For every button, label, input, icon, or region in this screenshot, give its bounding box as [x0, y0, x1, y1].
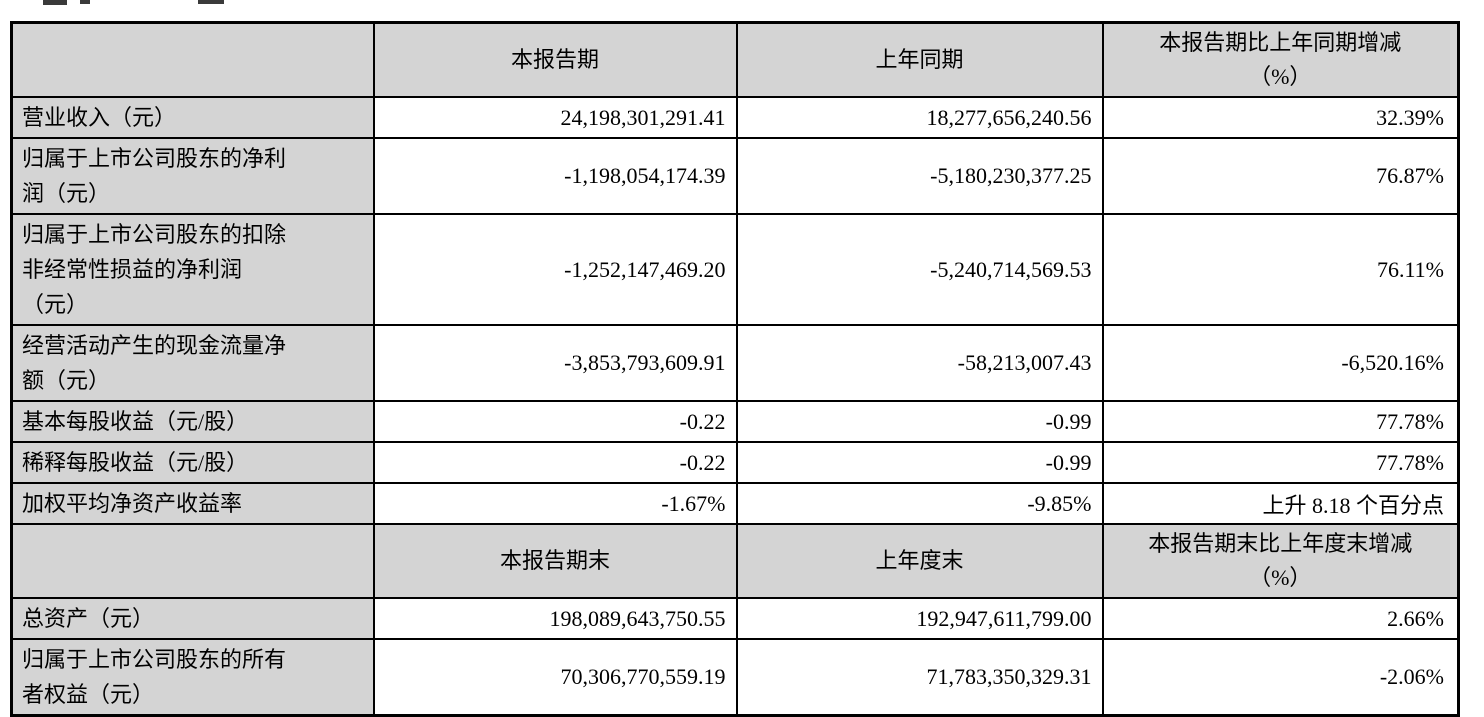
cell-change-value: 76.87%: [1101, 137, 1460, 215]
column-header-prior-year-end: 上年度末: [735, 523, 1104, 599]
table-row: 本报告期 上年同期 本报告期比上年同期增减 （%）: [10, 21, 1460, 98]
cell-change-value: -6,520.16%: [1101, 324, 1460, 402]
table-row: 营业收入（元） 24,198,301,291.41 18,277,656,240…: [10, 96, 1460, 139]
table-row: 归属于上市公司股东的净利 润（元） -1,198,054,174.39 -5,1…: [10, 137, 1460, 215]
row-label-line: 基本每股收益（元/股）: [22, 409, 249, 434]
cell-change-value: 32.39%: [1101, 96, 1460, 139]
column-header-change-line2: （%）: [1249, 565, 1312, 590]
cell-change-value: -2.06%: [1101, 638, 1460, 717]
row-label-line: 营业收入（元）: [22, 105, 177, 130]
column-header-change-line1: 本报告期比上年同期增减: [1159, 30, 1402, 55]
cell-current-value: -0.22: [372, 400, 738, 443]
clipped-text-fragment: [80, 0, 90, 4]
row-label-line: 润（元）: [22, 181, 111, 206]
column-header-prior-period: 上年同期: [735, 21, 1104, 98]
row-label-line: 经营活动产生的现金流量净: [22, 333, 287, 358]
row-label-line: （元）: [22, 292, 89, 317]
row-label-basic-eps: 基本每股收益（元/股）: [10, 400, 375, 443]
row-label-diluted-eps: 稀释每股收益（元/股）: [10, 441, 375, 484]
row-label-shareholders-equity: 归属于上市公司股东的所有 者权益（元）: [10, 638, 375, 717]
corner-header-cell: [10, 523, 375, 599]
cell-prior-value: -0.99: [735, 441, 1104, 484]
row-label-line: 额（元）: [22, 368, 111, 393]
cell-prior-value: -9.85%: [735, 482, 1104, 525]
row-label-weighted-avg-roe: 加权平均净资产收益率: [10, 482, 375, 525]
row-label-total-assets: 总资产（元）: [10, 597, 375, 640]
cell-current-value: -0.22: [372, 441, 738, 484]
row-label-net-profit: 归属于上市公司股东的净利 润（元）: [10, 137, 375, 215]
cell-current-value: -1.67%: [372, 482, 738, 525]
cell-prior-value: -0.99: [735, 400, 1104, 443]
column-header-change-period-end: 本报告期末比上年度末增减 （%）: [1101, 523, 1460, 599]
table-row: 基本每股收益（元/股） -0.22 -0.99 77.78%: [10, 400, 1460, 443]
table-row: 本报告期末 上年度末 本报告期末比上年度末增减 （%）: [10, 523, 1460, 599]
cell-prior-value: 192,947,611,799.00: [735, 597, 1104, 640]
row-label-line: 加权平均净资产收益率: [22, 491, 243, 516]
table-row: 经营活动产生的现金流量净 额（元） -3,853,793,609.91 -58,…: [10, 324, 1460, 402]
column-header-change-line1: 本报告期末比上年度末增减: [1148, 531, 1413, 556]
cell-current-value: 70,306,770,559.19: [372, 638, 738, 717]
cell-change-value: 2.66%: [1101, 597, 1460, 640]
table-row: 加权平均净资产收益率 -1.67% -9.85% 上升 8.18 个百分点: [10, 482, 1460, 525]
clipped-text-fragment: [198, 0, 224, 4]
cell-current-value: -3,853,793,609.91: [372, 324, 738, 402]
cell-change-value: 上升 8.18 个百分点: [1101, 482, 1460, 525]
cell-current-value: 24,198,301,291.41: [372, 96, 738, 139]
column-header-current-period: 本报告期: [372, 21, 738, 98]
cell-current-value: -1,198,054,174.39: [372, 137, 738, 215]
corner-header-cell: [10, 21, 375, 98]
row-label-line: 非经常性损益的净利润: [22, 257, 243, 282]
cell-prior-value: -5,180,230,377.25: [735, 137, 1104, 215]
row-label-line: 归属于上市公司股东的所有: [22, 647, 287, 672]
table-row: 总资产（元） 198,089,643,750.55 192,947,611,79…: [10, 597, 1460, 640]
cell-change-value: 76.11%: [1101, 213, 1460, 326]
cell-prior-value: 71,783,350,329.31: [735, 638, 1104, 717]
row-label-net-profit-excl-nonrecurring: 归属于上市公司股东的扣除 非经常性损益的净利润 （元）: [10, 213, 375, 326]
cell-change-value: 77.78%: [1101, 400, 1460, 443]
cell-change-value: 77.78%: [1101, 441, 1460, 484]
row-label-line: 归属于上市公司股东的净利: [22, 146, 287, 171]
table-row: 归属于上市公司股东的扣除 非经常性损益的净利润 （元） -1,252,147,4…: [10, 213, 1460, 326]
column-header-change-line2: （%）: [1249, 64, 1312, 89]
cell-prior-value: -58,213,007.43: [735, 324, 1104, 402]
row-label-line: 归属于上市公司股东的扣除: [22, 222, 287, 247]
cell-prior-value: -5,240,714,569.53: [735, 213, 1104, 326]
column-header-change: 本报告期比上年同期增减 （%）: [1101, 21, 1460, 98]
clipped-heading-remnant: [0, 0, 1484, 8]
table-row: 稀释每股收益（元/股） -0.22 -0.99 77.78%: [10, 441, 1460, 484]
column-header-current-period-end: 本报告期末: [372, 523, 738, 599]
key-financials-table: 本报告期 上年同期 本报告期比上年同期增减 （%） 营业收入（元） 24,198…: [10, 21, 1460, 717]
row-label-line: 总资产（元）: [22, 606, 155, 631]
row-label-operating-revenue: 营业收入（元）: [10, 96, 375, 139]
row-label-line: 者权益（元）: [22, 682, 155, 707]
row-label-operating-cash-flow: 经营活动产生的现金流量净 额（元）: [10, 324, 375, 402]
table-row: 归属于上市公司股东的所有 者权益（元） 70,306,770,559.19 71…: [10, 638, 1460, 717]
row-label-line: 稀释每股收益（元/股）: [22, 450, 249, 475]
cell-current-value: -1,252,147,469.20: [372, 213, 738, 326]
clipped-text-fragment: [43, 0, 67, 5]
cell-prior-value: 18,277,656,240.56: [735, 96, 1104, 139]
cell-current-value: 198,089,643,750.55: [372, 597, 738, 640]
